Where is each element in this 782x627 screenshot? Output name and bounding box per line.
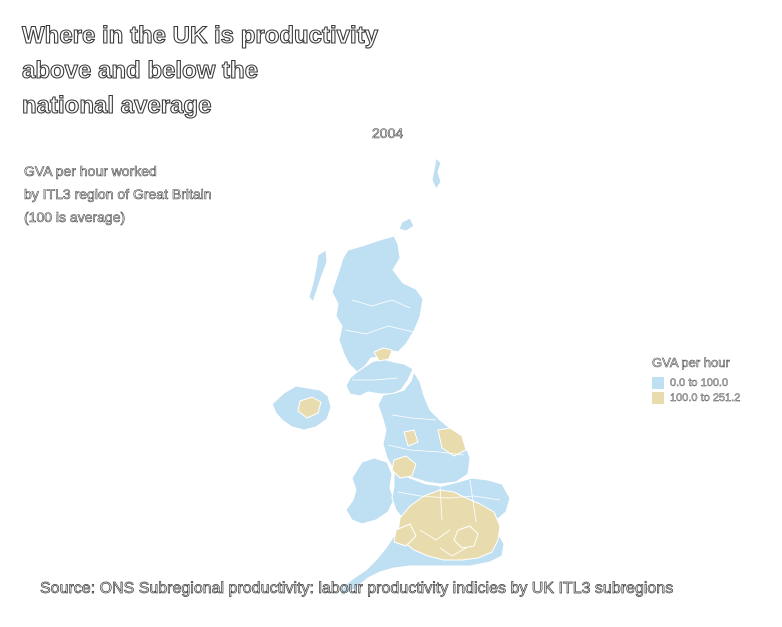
legend-label-high: 100.0 to 251.2 (670, 391, 741, 404)
legend-title: GVA per hour (652, 355, 730, 371)
region-edinburgh[interactable] (373, 347, 393, 362)
subtitle-line-3: (100 is average) (24, 209, 126, 226)
year-label: 2004 (372, 125, 404, 142)
region-edinburgh-lothian[interactable] (437, 427, 467, 457)
map-legend: GVA per hour 0.0 to 100.0 100.0 to 251.2 (652, 355, 741, 405)
chart-title: Where in the UK is productivity above an… (21, 18, 442, 123)
region-london[interactable] (453, 525, 479, 549)
subtitle-line-2: by ITL3 region of Great Britain (24, 186, 212, 203)
region-bristol[interactable] (393, 523, 417, 547)
internal-boundaries (344, 299, 501, 557)
region-belfast[interactable] (297, 396, 322, 419)
map-subtitle: GVA per hour worked by ITL3 region of Gr… (24, 160, 212, 229)
title-line-1: Where in the UK is productivity (21, 21, 379, 49)
region-orkney[interactable] (398, 217, 415, 232)
title-line-2: above and below the (21, 56, 259, 84)
legend-label-low: 0.0 to 100.0 (670, 376, 729, 389)
region-shetland[interactable] (431, 157, 442, 190)
legend-swatch-low (652, 376, 664, 389)
region-wales[interactable] (345, 457, 395, 525)
legend-item-high: 100.0 to 251.2 (652, 390, 741, 405)
legend-item-low: 0.0 to 100.0 (652, 375, 740, 390)
legend-swatch-high (652, 391, 664, 404)
region-outer-hebrides[interactable] (308, 249, 328, 303)
region-northern-england[interactable] (377, 371, 471, 485)
region-leeds[interactable] (403, 429, 419, 447)
region-cheshire[interactable] (391, 455, 417, 479)
title-line-3: national average (21, 91, 212, 119)
subtitle-line-1: GVA per hour worked (24, 163, 157, 180)
source-caption: Source: ONS Subregional productivity: la… (40, 580, 674, 598)
